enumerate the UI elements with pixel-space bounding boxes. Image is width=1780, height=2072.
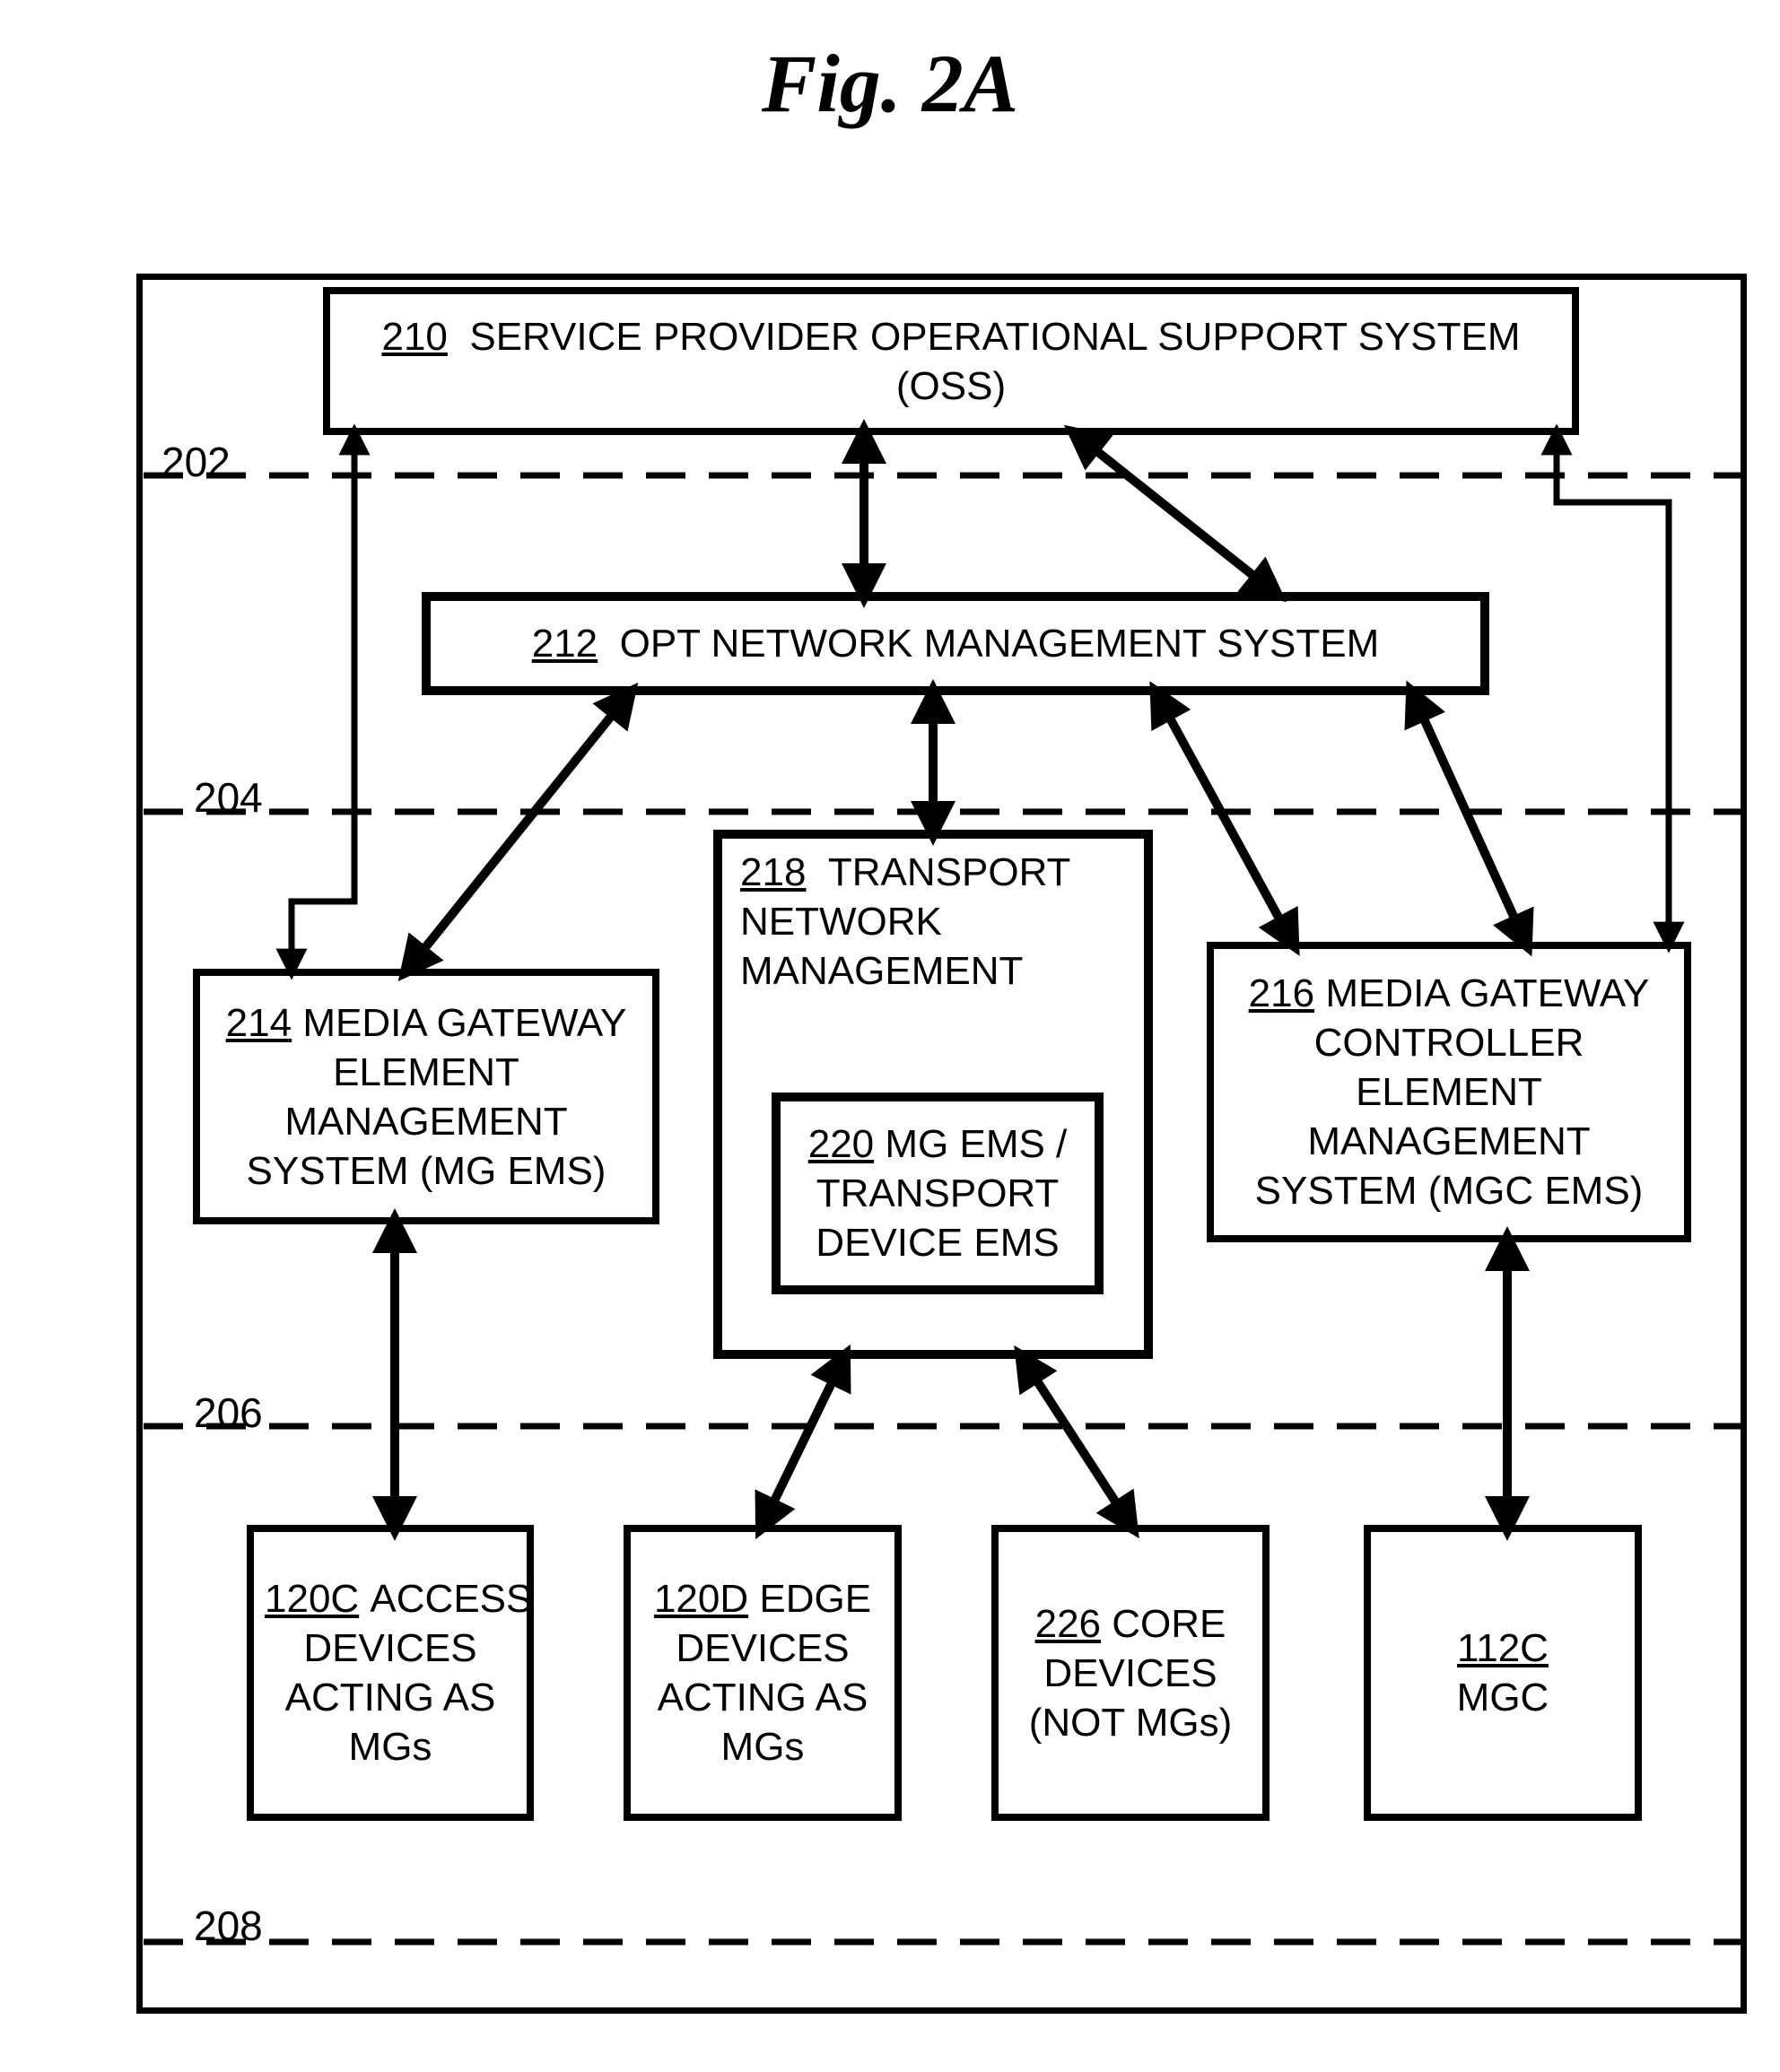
box-mg-ems-transport: 220 MG EMS / TRANSPORT DEVICE EMS xyxy=(772,1093,1104,1294)
box-mg-ems-transport-text: 220 MG EMS / TRANSPORT DEVICE EMS xyxy=(781,1119,1095,1267)
layer-label-204: 204 xyxy=(194,773,263,822)
layer-label-208: 208 xyxy=(194,1902,263,1950)
box-core-devices: 226 CORE DEVICES (NOT MGs) xyxy=(991,1525,1270,1821)
box-edge-devices: 120D EDGE DEVICES ACTING AS MGs xyxy=(624,1525,902,1821)
figure-page: Fig. 2A 210 SERVICE PROVIDER OPERATIONAL… xyxy=(0,0,1780,2072)
box-core-devices-text: 226 CORE DEVICES (NOT MGs) xyxy=(999,1599,1262,1747)
layer-label-202: 202 xyxy=(161,438,231,486)
label-214: MEDIA GATEWAY ELEMENT MANAGEMENT SYSTEM … xyxy=(247,1001,627,1193)
label-112C: MGC xyxy=(1457,1676,1549,1719)
box-access-devices-text: 120C ACCESS DEVICES ACTING AS MGs xyxy=(254,1574,527,1772)
ref-120C: 120C xyxy=(265,1577,359,1621)
box-mgc-ems: 216 MEDIA GATEWAY CONTROLLER ELEMENT MAN… xyxy=(1207,942,1691,1242)
ref-218: 218 xyxy=(740,850,806,894)
box-transport-nm-text: 218 TRANSPORT NETWORK MANAGEMENT xyxy=(722,848,1144,996)
box-edge-devices-text: 120D EDGE DEVICES ACTING AS MGs xyxy=(631,1574,894,1772)
ref-226: 226 xyxy=(1035,1602,1101,1646)
layer-label-206: 206 xyxy=(194,1389,263,1437)
ref-112C: 112C xyxy=(1457,1626,1549,1670)
ref-210: 210 xyxy=(381,315,447,359)
label-216: MEDIA GATEWAY CONTROLLER ELEMENT MANAGEM… xyxy=(1255,971,1650,1213)
box-mg-ems-text: 214 MEDIA GATEWAY ELEMENT MANAGEMENT SYS… xyxy=(200,998,652,1196)
box-opt-nms-text: 212 OPT NETWORK MANAGEMENT SYSTEM xyxy=(431,619,1480,668)
ref-212: 212 xyxy=(532,622,598,666)
box-mgc-text: 112C MGC xyxy=(1371,1624,1635,1722)
ref-214: 214 xyxy=(226,1001,292,1045)
box-oss: 210 SERVICE PROVIDER OPERATIONAL SUPPORT… xyxy=(323,287,1579,435)
box-mgc: 112C MGC xyxy=(1364,1525,1642,1821)
ref-220: 220 xyxy=(808,1122,874,1166)
box-mgc-ems-text: 216 MEDIA GATEWAY CONTROLLER ELEMENT MAN… xyxy=(1214,969,1684,1215)
box-opt-nms: 212 OPT NETWORK MANAGEMENT SYSTEM xyxy=(422,592,1489,695)
box-access-devices: 120C ACCESS DEVICES ACTING AS MGs xyxy=(247,1525,534,1821)
ref-216: 216 xyxy=(1249,971,1314,1015)
figure-title: Fig. 2A xyxy=(0,36,1780,131)
label-210: SERVICE PROVIDER OPERATIONAL SUPPORT SYS… xyxy=(469,315,1520,408)
box-oss-text: 210 SERVICE PROVIDER OPERATIONAL SUPPORT… xyxy=(330,312,1572,411)
label-212: OPT NETWORK MANAGEMENT SYSTEM xyxy=(620,622,1380,666)
ref-120D: 120D xyxy=(654,1577,748,1621)
box-mg-ems: 214 MEDIA GATEWAY ELEMENT MANAGEMENT SYS… xyxy=(193,969,659,1224)
